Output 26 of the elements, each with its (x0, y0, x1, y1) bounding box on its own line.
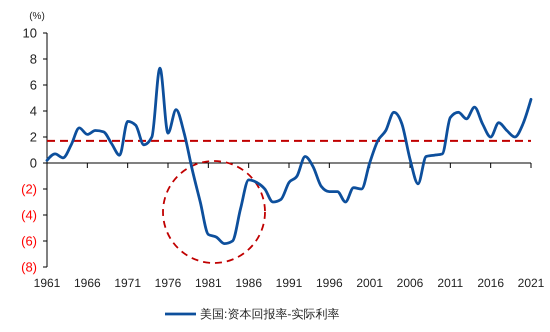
y-tick-label: 6 (30, 78, 37, 93)
y-tick-label: (2) (21, 182, 37, 197)
x-tick-label: 1961 (34, 276, 61, 290)
y-tick-label: (4) (21, 208, 37, 223)
x-tick-label: 1966 (74, 276, 102, 290)
x-tick-label: 2001 (356, 276, 384, 290)
x-tick-label: 2011 (437, 276, 464, 290)
x-tick-label: 1976 (154, 276, 182, 290)
x-tick-label: 1981 (194, 276, 222, 290)
y-axis-title: (%) (29, 11, 45, 22)
x-tick-label: 1996 (316, 276, 344, 290)
legend-label: 美国:资本回报率-实际利率 (200, 307, 340, 321)
x-tick-label: 1986 (235, 276, 262, 290)
y-tick-label: 0 (30, 156, 37, 171)
x-tick-label: 2006 (396, 276, 424, 290)
x-tick-label: 1971 (114, 276, 142, 290)
y-tick-label: 10 (22, 26, 37, 41)
y-tick-label: (8) (21, 260, 37, 275)
y-tick-label: (6) (21, 234, 37, 249)
y-tick-label: 8 (30, 52, 37, 67)
x-tick-label: 1991 (276, 276, 303, 290)
x-tick-label: 2016 (477, 276, 504, 290)
y-tick-label: 2 (30, 130, 37, 145)
line-series (46, 66, 532, 245)
x-tick-label: 2021 (518, 276, 545, 290)
y-tick-label: 4 (30, 104, 37, 119)
